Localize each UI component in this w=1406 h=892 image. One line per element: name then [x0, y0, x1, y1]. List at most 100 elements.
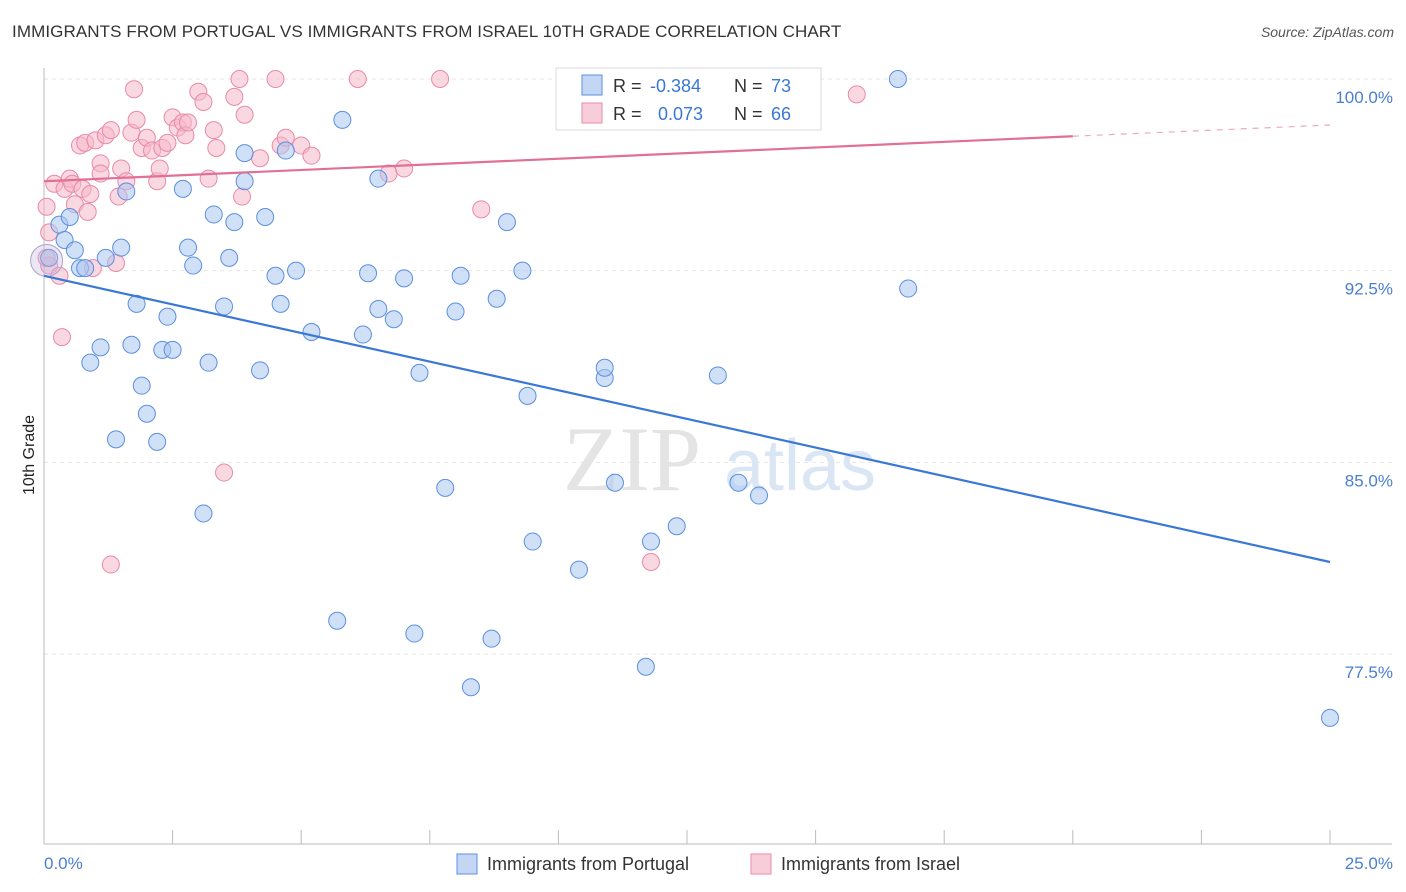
portugal-point [112, 238, 131, 257]
y-tick-label: 92.5% [1345, 280, 1393, 299]
israel-point [204, 121, 223, 140]
portugal-point [750, 486, 769, 505]
legend-n-label-portugal: N = [734, 76, 763, 96]
portugal-point [256, 208, 275, 226]
y-tick-label: 77.5% [1345, 663, 1393, 682]
israel-point [81, 185, 100, 203]
israel-point [235, 105, 254, 124]
israel-point [230, 70, 249, 88]
portugal-point [158, 307, 177, 326]
portugal-point [405, 624, 424, 643]
portugal-point [163, 340, 182, 359]
portugal-point [302, 323, 321, 341]
portugal-point [76, 259, 95, 278]
series-legend: Immigrants from Portugal Immigrants from… [456, 853, 960, 875]
portugal-point [251, 361, 270, 380]
israel-point [150, 159, 169, 178]
portugal-point [199, 353, 218, 372]
y-axis-label: 10th Grade [21, 415, 38, 495]
trend-line-solid [43, 274, 1331, 564]
portugal-point [369, 169, 388, 188]
israel-point [233, 187, 252, 206]
portugal-point [148, 432, 167, 451]
israel-point [194, 93, 213, 111]
portugal-point [729, 473, 748, 492]
israel-point [847, 85, 866, 104]
israel-point [302, 146, 321, 165]
israel-point [431, 70, 450, 88]
portugal-point [569, 560, 588, 579]
portugal-point [287, 261, 306, 280]
portugal-point [215, 297, 234, 316]
legend-n-value-portugal: 73 [771, 76, 791, 96]
y-tick-label: 100.0% [1335, 88, 1393, 107]
portugal-point [91, 338, 110, 357]
portugal-point [636, 657, 655, 676]
portugal-point [353, 325, 372, 344]
portugal-point [410, 363, 429, 382]
israel-point [125, 80, 144, 99]
legend-swatch-portugal [581, 74, 603, 96]
portugal-point [482, 629, 501, 648]
trend-lines [43, 124, 1331, 564]
legend-r-label-israel: R = [613, 104, 642, 124]
portugal-point [235, 144, 254, 163]
legend-swatch-israel [581, 102, 603, 124]
portugal-point [173, 179, 192, 198]
portugal-point [461, 678, 480, 697]
portugal-point [523, 532, 542, 551]
israel-point [37, 197, 56, 216]
israel-point [53, 328, 72, 347]
portugal-point [266, 266, 285, 285]
portugal-point [333, 110, 352, 129]
israel-points [37, 70, 866, 574]
portugal-point [179, 238, 198, 257]
source-label: Source: ZipAtlas.com [1260, 24, 1394, 40]
legend-r-value-israel: 0.073 [658, 104, 703, 124]
israel-point [472, 200, 491, 219]
portugal-point [96, 248, 115, 267]
portugal-point [328, 611, 347, 630]
portugal-point [595, 358, 614, 377]
portugal-point [117, 182, 136, 201]
axes [43, 68, 1392, 845]
correlation-legend: R = -0.384 N = 73 R = 0.073 N = 66 [555, 67, 822, 131]
portugal-point [271, 294, 290, 313]
portugal-point [235, 172, 254, 191]
portugal-point [446, 302, 465, 321]
portugal-point [122, 335, 141, 354]
portugal-point [1321, 708, 1339, 727]
portugal-point [451, 266, 470, 285]
portugal-point [667, 517, 686, 536]
portugal-point [194, 504, 213, 523]
series-legend-swatch-israel [750, 853, 772, 875]
portugal-point [513, 261, 532, 280]
portugal-point [137, 404, 156, 423]
portugal-point [384, 310, 403, 329]
israel-point [251, 149, 270, 168]
legend-n-label-israel: N = [734, 104, 763, 124]
x-tick-label-min: 0.0% [44, 854, 83, 873]
series-legend-swatch-portugal [456, 853, 478, 875]
series-legend-label-israel: Immigrants from Israel [781, 854, 960, 874]
israel-point [348, 70, 367, 88]
portugal-point [641, 532, 660, 551]
israel-point [158, 133, 177, 152]
israel-point [127, 110, 146, 129]
legend-r-label-portugal: R = [613, 76, 642, 96]
israel-point [101, 555, 120, 574]
series-legend-label-portugal: Immigrants from Portugal [487, 854, 689, 874]
israel-point [225, 87, 244, 106]
portugal-point [225, 213, 244, 232]
portugal-point [359, 264, 378, 283]
israel-point [101, 121, 120, 140]
israel-point [179, 113, 198, 132]
x-tick-label-max: 25.0% [1345, 854, 1393, 873]
trend-line-dashed [1072, 124, 1331, 137]
portugal-point [369, 300, 388, 318]
portugal-point [107, 430, 126, 449]
portugal-point [276, 141, 295, 160]
portugal-point [708, 366, 727, 385]
portugal-point [436, 478, 455, 497]
